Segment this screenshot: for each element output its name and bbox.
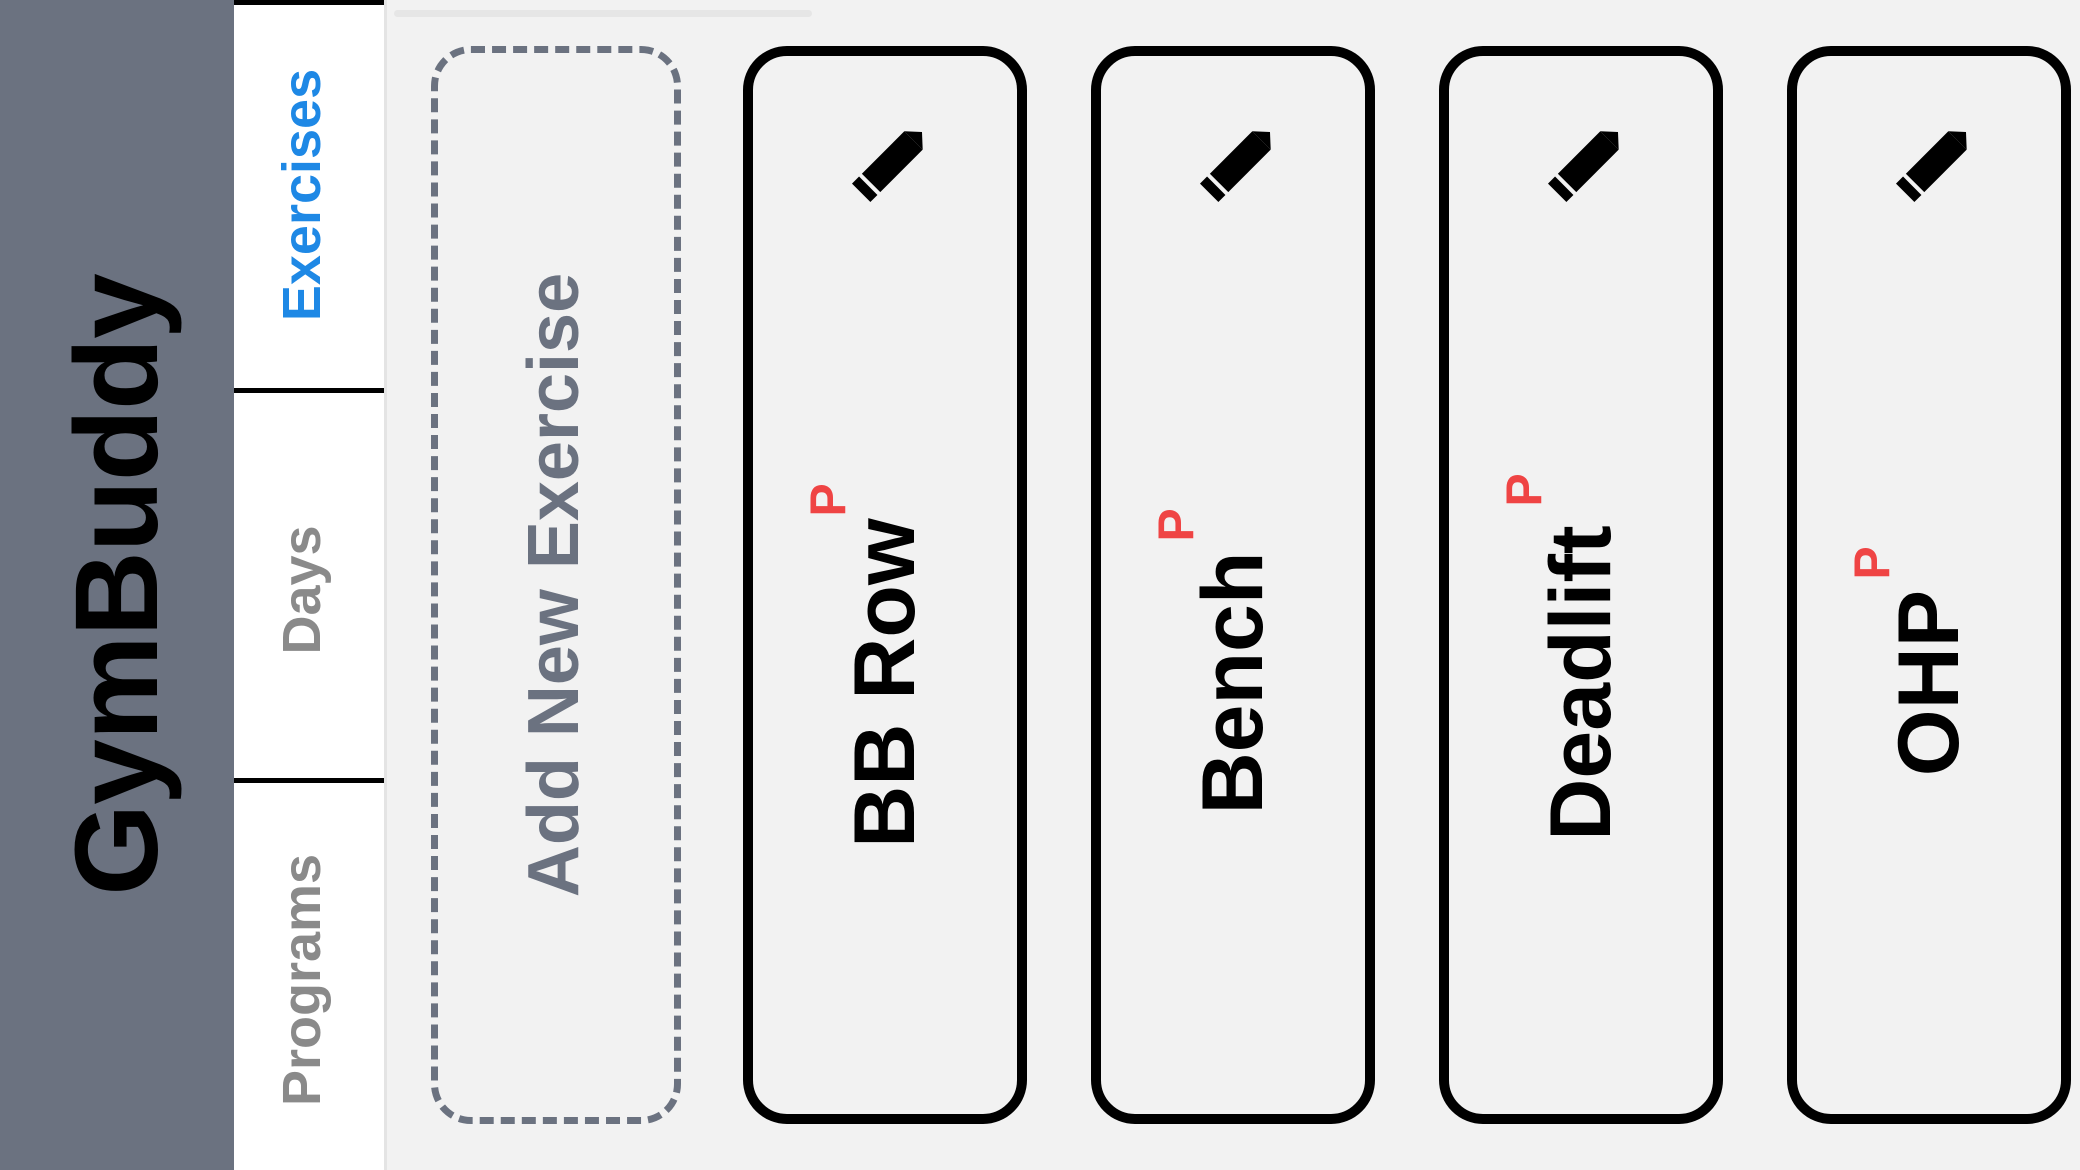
edit-exercise-button[interactable] bbox=[1544, 116, 1634, 206]
pencil-icon bbox=[1895, 131, 1967, 203]
exercise-badge: P bbox=[1844, 546, 1900, 580]
horizontal-scrollbar[interactable] bbox=[394, 10, 812, 17]
exercise-name: BB Row bbox=[837, 518, 933, 848]
exercise-name: Bench bbox=[1185, 551, 1281, 815]
tab-programs[interactable]: Programs bbox=[234, 778, 384, 1170]
exercise-badge: P bbox=[1496, 473, 1552, 507]
exercise-card-bench[interactable] bbox=[1091, 46, 1375, 1124]
app-title: GymBuddy bbox=[51, 274, 183, 896]
tab-exercises-label: Exercises bbox=[272, 68, 332, 322]
tab-separator bbox=[234, 388, 384, 393]
exercise-card-deadlift[interactable] bbox=[1439, 46, 1723, 1124]
pencil-icon bbox=[1547, 131, 1619, 203]
edit-exercise-button[interactable] bbox=[1196, 116, 1286, 206]
exercise-card-ohp[interactable] bbox=[1787, 46, 2071, 1124]
content-divider bbox=[384, 0, 387, 1170]
tab-separator bbox=[234, 0, 384, 5]
edit-exercise-button[interactable] bbox=[848, 116, 938, 206]
tab-bar: Exercises Days Programs bbox=[234, 0, 384, 1170]
tab-days-label: Days bbox=[272, 525, 332, 655]
add-exercise-label: Add New Exercise bbox=[514, 272, 594, 898]
exercise-name: Deadlift bbox=[1533, 525, 1629, 841]
tab-separator bbox=[234, 778, 384, 783]
exercise-card-bb-row[interactable] bbox=[743, 46, 1027, 1124]
add-exercise-button[interactable] bbox=[431, 46, 681, 1124]
pencil-icon bbox=[1199, 131, 1271, 203]
exercise-badge: P bbox=[800, 483, 856, 517]
exercise-badge: P bbox=[1148, 508, 1204, 542]
edit-exercise-button[interactable] bbox=[1892, 116, 1982, 206]
tab-days[interactable]: Days bbox=[234, 388, 384, 780]
exercise-name: OHP bbox=[1881, 589, 1977, 777]
tab-exercises[interactable]: Exercises bbox=[234, 0, 384, 390]
pencil-icon bbox=[851, 131, 923, 203]
brand-sidebar: GymBuddy bbox=[0, 0, 234, 1170]
tab-programs-label: Programs bbox=[272, 853, 332, 1107]
